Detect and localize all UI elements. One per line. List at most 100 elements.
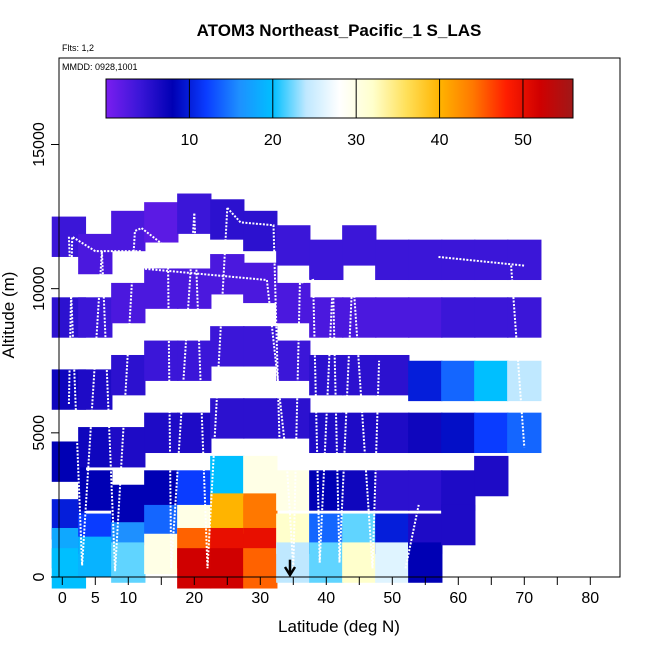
flight-track <box>351 271 381 569</box>
heatmap-cell <box>210 493 245 534</box>
flight-track <box>438 255 525 267</box>
heatmap-cells <box>51 193 542 589</box>
colorbar-tick-label: 40 <box>431 132 449 149</box>
colorbar-tick-label: 30 <box>347 132 365 149</box>
x-axis-label: Latitude (deg N) <box>278 617 400 636</box>
x-tick-label: 50 <box>383 590 401 607</box>
flight-track <box>67 234 142 405</box>
x-tick-label: 60 <box>449 590 467 607</box>
heatmap-cell <box>375 297 410 338</box>
heatmap-cell <box>276 282 311 324</box>
y-axis-label: Altitude (m) <box>0 272 18 359</box>
heatmap-cell <box>111 484 146 526</box>
colorbar-tick-label: 10 <box>180 132 198 149</box>
colorbar-gradient <box>105 78 574 119</box>
heatmap-cell <box>474 239 509 281</box>
heatmap-cell <box>276 340 311 381</box>
x-axis: 0 5 10 20 30 40 50 60 70 80 <box>58 577 599 607</box>
heatmap-cell <box>474 412 509 454</box>
heatmap-cell <box>375 354 410 396</box>
heatmap-cell <box>408 542 443 583</box>
heatmap-cell <box>441 470 476 511</box>
heatmap-cell <box>342 412 377 454</box>
heatmap-cell <box>78 297 113 338</box>
heatmap-cell <box>507 360 542 402</box>
heatmap-cell <box>342 225 377 266</box>
heatmap-cell <box>441 297 476 338</box>
flight-track <box>292 278 321 569</box>
flight-track <box>226 207 282 462</box>
x-tick-label: 20 <box>185 590 203 607</box>
heatmap-cell <box>78 427 113 468</box>
flight-track <box>140 213 196 569</box>
heatmap-cell <box>144 470 179 511</box>
heatmap-cell <box>309 239 344 281</box>
y-tick-label: 5000 <box>31 415 48 451</box>
colorbar-tick-label: 50 <box>514 132 532 149</box>
y-tick-label: 15000 <box>31 122 48 167</box>
heatmap-cell <box>78 470 113 511</box>
heatmap-cell <box>144 412 179 454</box>
x-tick-label: 70 <box>515 590 533 607</box>
heatmap-cell <box>408 470 443 511</box>
heatmap-cell <box>507 297 542 338</box>
flight-track <box>318 271 354 563</box>
heatmap-cell <box>474 297 509 338</box>
heatmap-cell <box>177 412 212 454</box>
heatmap-cell <box>507 239 542 281</box>
plot-area <box>58 57 621 578</box>
flight-track <box>404 504 420 569</box>
heatmap-cell <box>177 470 212 511</box>
flight-track <box>510 265 526 448</box>
flight-track <box>67 236 103 566</box>
y-axis: 0 5000 10000 15000 <box>31 122 59 581</box>
heatmap-cell <box>408 239 443 281</box>
heatmap-cell <box>111 354 146 396</box>
heatmap-cell <box>408 360 443 402</box>
heatmap-cell <box>111 282 146 324</box>
heatmap-cell <box>111 427 146 468</box>
heatmap-cell <box>507 412 542 454</box>
flight-track <box>141 267 295 569</box>
heatmap-cell <box>243 455 278 497</box>
heatmap-cell <box>144 202 179 243</box>
y-tick-label: 0 <box>31 572 48 581</box>
heatmap-cell <box>441 360 476 402</box>
heatmap-cell <box>408 412 443 454</box>
heatmap-cell <box>243 262 278 304</box>
heatmap-cell <box>243 493 278 534</box>
heatmap-cell <box>342 297 377 338</box>
heatmap-cell <box>474 360 509 402</box>
heatmap-cell <box>474 455 509 497</box>
x-tick-label: 10 <box>119 590 137 607</box>
arrow-marker <box>283 559 297 578</box>
heatmap-cell <box>243 398 278 439</box>
heatmap-cell <box>309 354 344 396</box>
heatmap-cell <box>342 470 377 511</box>
heatmap-cell <box>441 504 476 546</box>
heatmap-cell <box>408 297 443 338</box>
heatmap-cell <box>276 225 311 266</box>
heatmap-cell <box>177 268 212 309</box>
x-tick-label: 80 <box>581 590 599 607</box>
heatmap-cell <box>210 455 245 497</box>
flight-track <box>100 227 142 572</box>
chart-title: ATOM3 Northeast_Pacific_1 S_LAS <box>197 21 482 40</box>
heatmap-cell <box>111 542 146 583</box>
heatmap-cell <box>78 233 113 275</box>
heatmap-cell <box>276 470 311 511</box>
heatmap-cell <box>375 412 410 454</box>
heatmap-cell <box>144 268 179 309</box>
heatmap-cell <box>111 210 146 252</box>
dates-note: MMDD: 0928,1001 <box>62 62 138 72</box>
heatmap-cell <box>375 470 410 511</box>
heatmap-cell <box>375 542 410 583</box>
x-tick-label: 0 <box>58 590 67 607</box>
arrow-head <box>283 566 297 578</box>
flight-track <box>193 207 229 569</box>
flights-note: Flts: 1,2 <box>62 43 94 53</box>
heatmap-cell <box>276 398 311 439</box>
heatmap-cell <box>144 340 179 381</box>
heatmap-cell <box>309 542 344 583</box>
